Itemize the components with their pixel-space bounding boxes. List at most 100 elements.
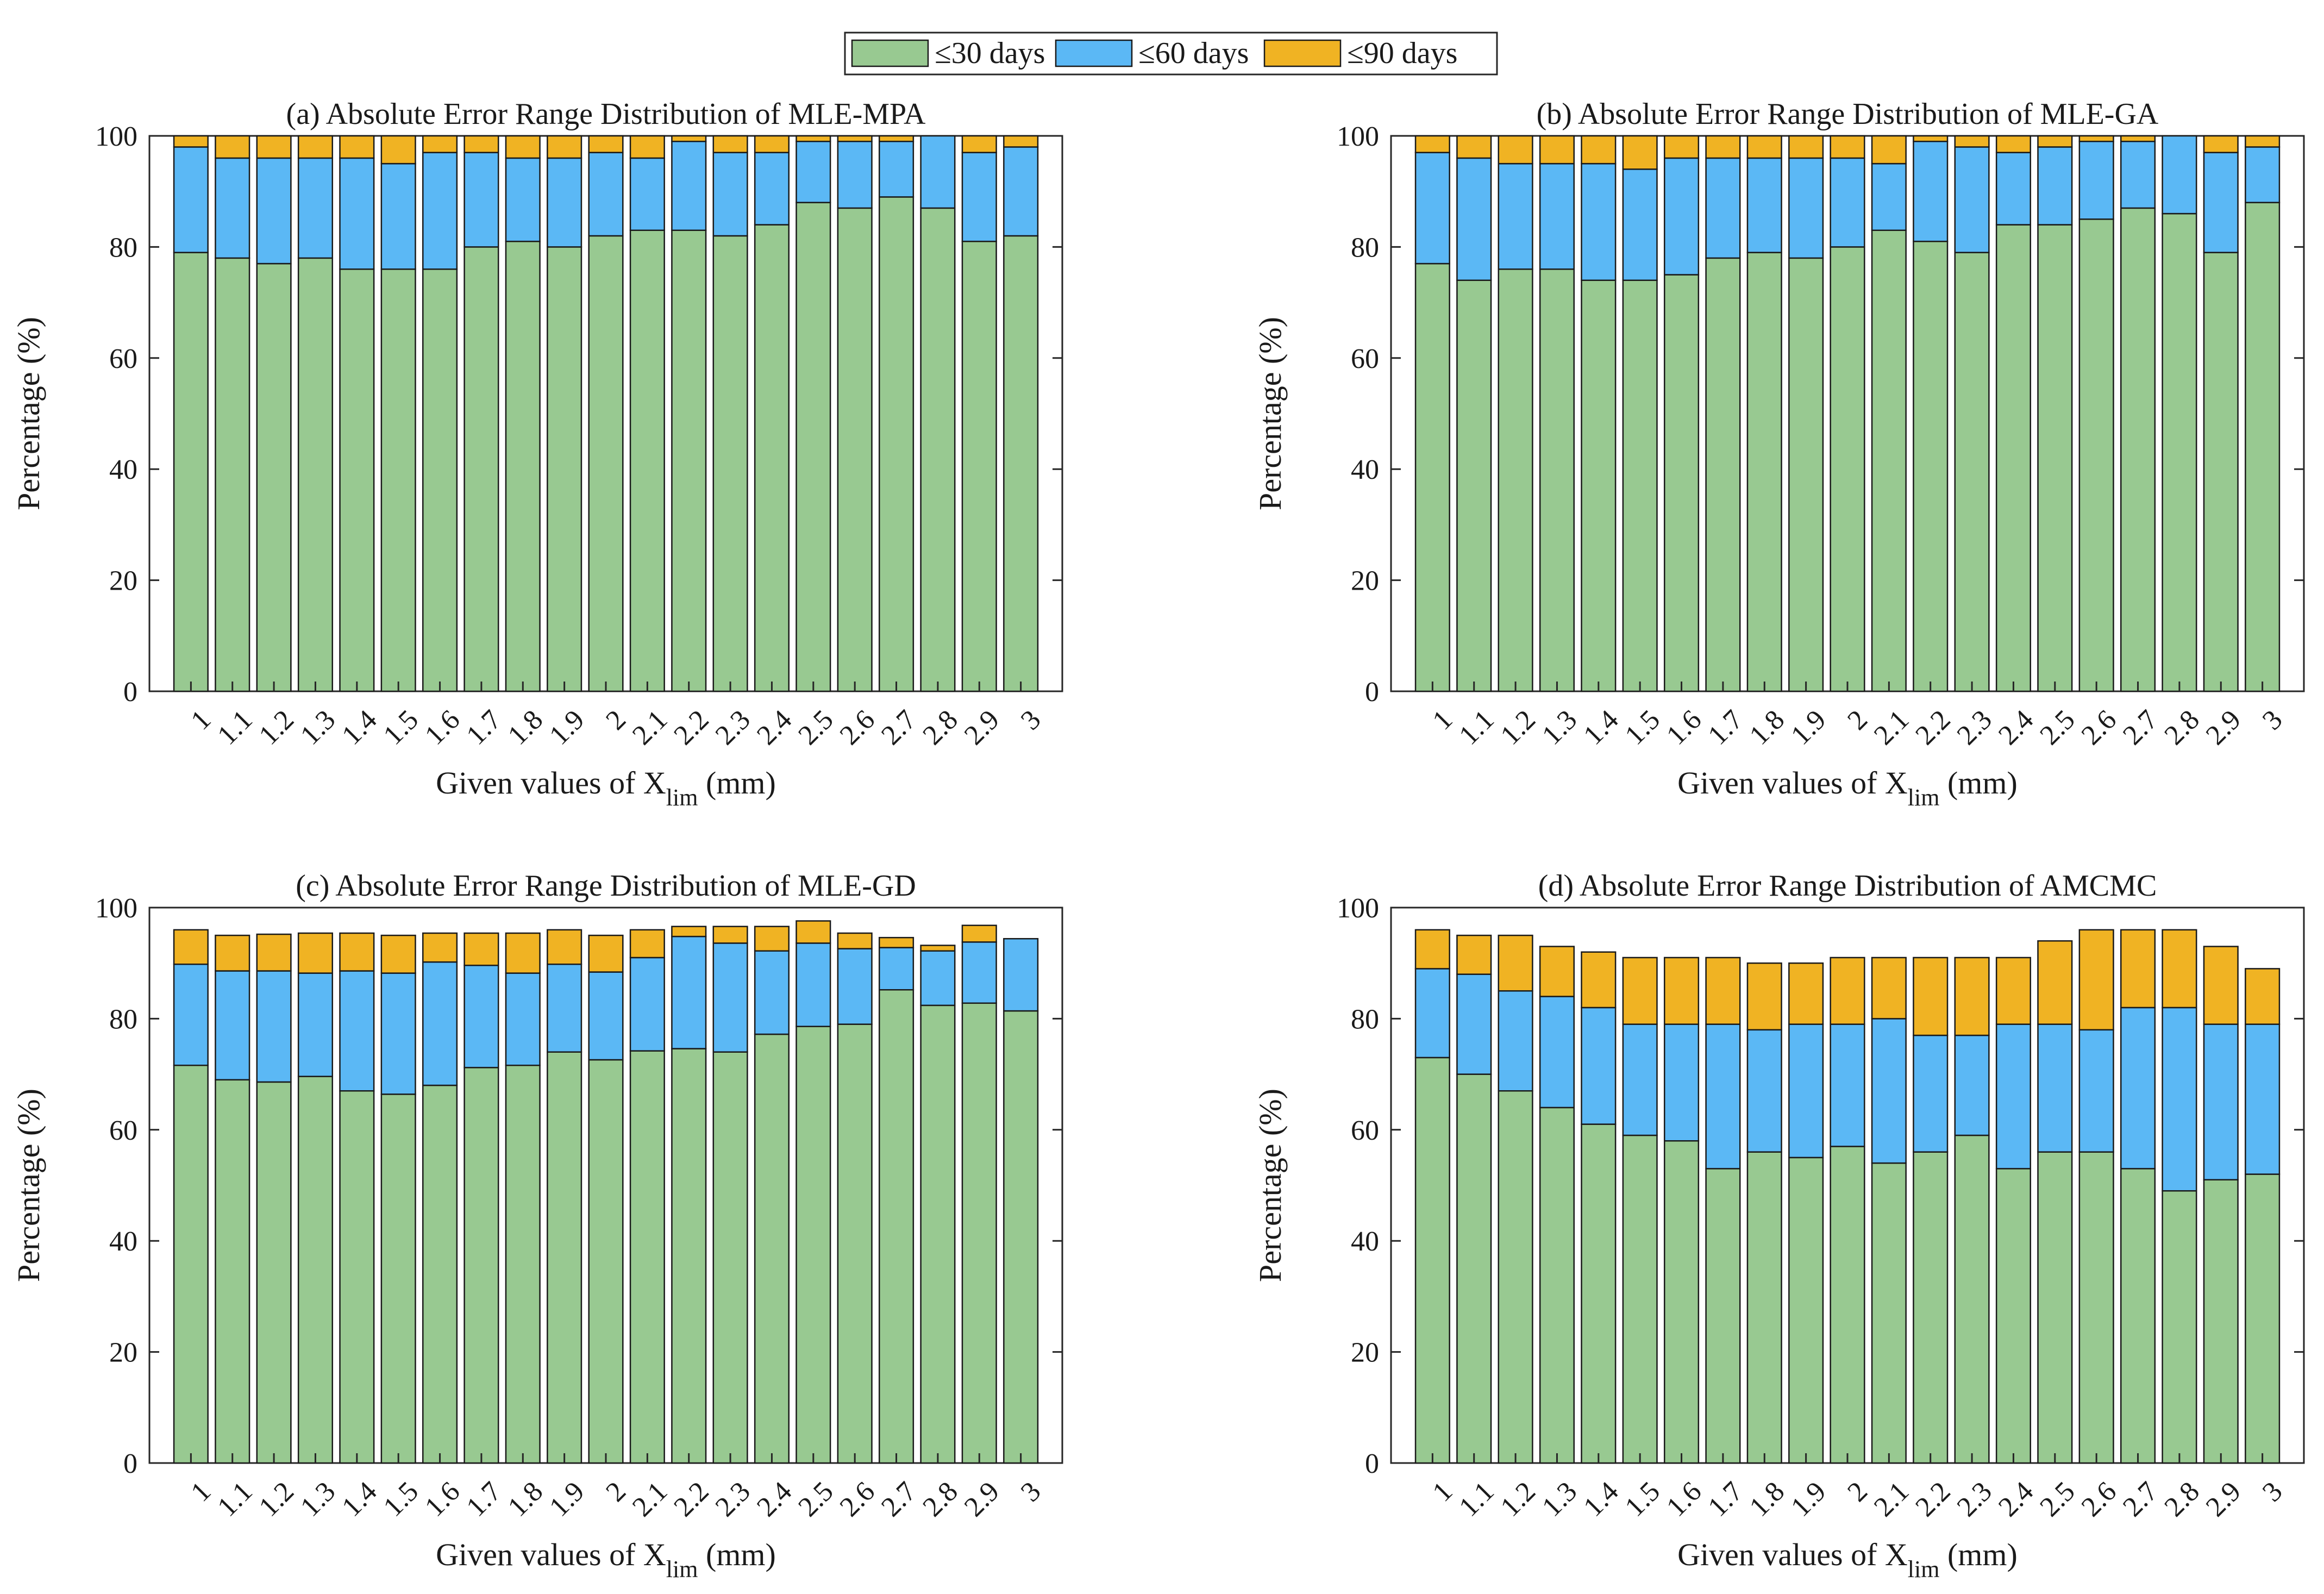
x-tick-label: 3 bbox=[1015, 704, 1047, 736]
bar-series-60d-2.7 bbox=[878, 947, 914, 991]
bar-series-60d-2 bbox=[588, 152, 624, 237]
bar-series-60d-1.7 bbox=[463, 965, 499, 1068]
panel-b: 0 20 40 60 80 100 11.11.21.31.41.51.61.71.81.9… bbox=[1252, 97, 2305, 811]
x-tick-label: 2.9 bbox=[959, 1476, 1005, 1523]
bar-series-90d-1.4 bbox=[1581, 135, 1617, 165]
bar-series-60d-2.9 bbox=[2203, 152, 2239, 253]
bar-series-30d-1.5 bbox=[380, 268, 416, 692]
x-axis-label-unit: (mm) bbox=[698, 765, 775, 801]
bar-series-90d-1.2 bbox=[256, 933, 292, 972]
bar-series-30d-1.7 bbox=[1705, 1168, 1741, 1464]
bar-series-90d-1.1 bbox=[215, 934, 250, 972]
bar-series-30d-1.2 bbox=[256, 1081, 292, 1464]
legend: ≤30 days ≤60 days ≤90 days bbox=[844, 32, 1498, 76]
bar-series-60d-2.2 bbox=[1913, 1034, 1949, 1153]
bar-series-30d-1.1 bbox=[215, 1079, 250, 1464]
bar-series-30d-1.3 bbox=[1539, 1107, 1575, 1464]
bar-series-60d-2.8 bbox=[2162, 135, 2197, 215]
bar-series-90d-1 bbox=[1414, 929, 1450, 970]
bar-series-90d-2.7 bbox=[878, 936, 914, 948]
bar-series-30d-2 bbox=[588, 235, 624, 692]
bar-series-60d-1.9 bbox=[547, 157, 582, 248]
y-tick-label: 100 bbox=[1337, 893, 1379, 924]
legend-label-60: ≤60 days bbox=[1138, 36, 1249, 70]
bar-series-90d-2.4 bbox=[1995, 135, 2032, 153]
bar-series-60d-1.7 bbox=[1705, 157, 1741, 259]
bar-series-30d-1.9 bbox=[547, 246, 582, 692]
x-axis-label-unit: (mm) bbox=[1939, 1537, 2017, 1572]
bar-series-90d-1.8 bbox=[505, 135, 541, 159]
x-axis-label-subscript: lim bbox=[666, 784, 698, 811]
x-axis-label-main: Given values of X bbox=[1677, 1537, 1908, 1572]
x-tick-label: 2.1 bbox=[1868, 1476, 1915, 1523]
x-tick-label: 2.7 bbox=[875, 704, 922, 751]
x-tick-label: 3 bbox=[2257, 1476, 2289, 1508]
bar-series-30d-1.8 bbox=[505, 240, 541, 692]
bar-series-60d-2.7 bbox=[2120, 140, 2156, 209]
bar-series-30d-1.9 bbox=[547, 1051, 582, 1464]
bar-series-30d-2 bbox=[1830, 246, 1865, 692]
bar-series-30d-2 bbox=[1830, 1146, 1865, 1464]
bar-series-30d-2.1 bbox=[1871, 1162, 1907, 1464]
bar-series-90d-2.2 bbox=[671, 135, 707, 142]
bar-series-60d-1.7 bbox=[1705, 1023, 1741, 1170]
x-tick-label: 1.2 bbox=[253, 704, 300, 751]
bar-series-60d-1.1 bbox=[1456, 973, 1492, 1075]
bar-series-30d-1.8 bbox=[1746, 1151, 1782, 1464]
bar-series-90d-2.1 bbox=[629, 135, 665, 159]
x-tick-label: 1.8 bbox=[1744, 704, 1790, 751]
bar-series-30d-2.6 bbox=[837, 207, 873, 692]
x-tick-label: 1.4 bbox=[1577, 704, 1624, 751]
bar-series-90d-2.3 bbox=[1954, 957, 1990, 1036]
x-tick-label: 1.1 bbox=[1453, 1476, 1500, 1523]
bar-series-60d-2.5 bbox=[2037, 1023, 2073, 1153]
bar-series-30d-2.2 bbox=[1913, 240, 1949, 692]
bar-series-90d-2 bbox=[1830, 957, 1865, 1025]
x-tick-label: 2.1 bbox=[627, 704, 673, 751]
bar-series-30d-1.6 bbox=[1663, 1140, 1700, 1464]
y-axis-label: Percentage (%) bbox=[11, 1089, 46, 1282]
y-tick-label: 60 bbox=[1351, 1115, 1379, 1146]
x-tick-label: 1.4 bbox=[1577, 1476, 1624, 1523]
legend-label-30: ≤30 days bbox=[935, 36, 1045, 70]
x-tick-label: 2.5 bbox=[792, 704, 839, 751]
bar-series-90d-1.7 bbox=[463, 135, 499, 153]
bar-series-90d-1.6 bbox=[422, 135, 458, 153]
bar-series-90d-2.8 bbox=[2162, 929, 2197, 1009]
bar-series-90d-1.9 bbox=[547, 135, 582, 159]
bar-series-30d-3 bbox=[1003, 235, 1039, 692]
bar-series-60d-1.6 bbox=[1663, 157, 1700, 276]
legend-label-90: ≤90 days bbox=[1347, 36, 1457, 70]
bar-series-30d-1.3 bbox=[297, 257, 334, 692]
x-tick-label: 1.6 bbox=[419, 1476, 466, 1523]
y-tick-label: 60 bbox=[109, 1115, 137, 1146]
bar-series-90d-1 bbox=[1414, 135, 1450, 153]
x-axis-label: Given values of Xlim (mm) bbox=[1677, 1537, 2018, 1583]
bar-series-60d-2.5 bbox=[795, 140, 831, 203]
x-tick-label: 2.3 bbox=[710, 704, 756, 751]
x-tick-label: 2.2 bbox=[1909, 704, 1956, 751]
chart-title: (d) Absolute Error Range Distribution of… bbox=[1538, 869, 2157, 903]
bar-series-60d-2.4 bbox=[1995, 152, 2032, 226]
y-tick-label: 80 bbox=[1351, 1004, 1379, 1035]
bar-series-30d-1 bbox=[1414, 1057, 1450, 1464]
x-axis-label: Given values of Xlim (mm) bbox=[436, 1537, 776, 1583]
bar-series-60d-1.8 bbox=[1746, 1029, 1782, 1153]
y-tick-label: 0 bbox=[1365, 677, 1379, 708]
x-tick-label: 3 bbox=[1015, 1476, 1047, 1508]
x-tick-label: 2.5 bbox=[2034, 1476, 2081, 1523]
bar-series-30d-2.3 bbox=[1954, 1134, 1990, 1464]
y-axis-label: Percentage (%) bbox=[1252, 317, 1288, 510]
bar-series-30d-1.4 bbox=[339, 1090, 375, 1464]
x-tick-label: 1 bbox=[1427, 704, 1459, 736]
x-tick-label: 1.7 bbox=[461, 1476, 508, 1523]
bar-series-30d-1 bbox=[173, 1065, 209, 1464]
y-tick-label: 0 bbox=[123, 677, 137, 708]
bar-series-60d-3 bbox=[2245, 1023, 2281, 1175]
bar-series-90d-1.3 bbox=[1539, 946, 1575, 997]
bar-series-30d-1.1 bbox=[1456, 1073, 1492, 1464]
bar-series-30d-1.2 bbox=[1498, 268, 1533, 692]
x-tick-label: 2.5 bbox=[792, 1476, 839, 1523]
x-tick-label: 1.4 bbox=[336, 704, 383, 751]
bar-series-90d-2.5 bbox=[795, 920, 831, 944]
